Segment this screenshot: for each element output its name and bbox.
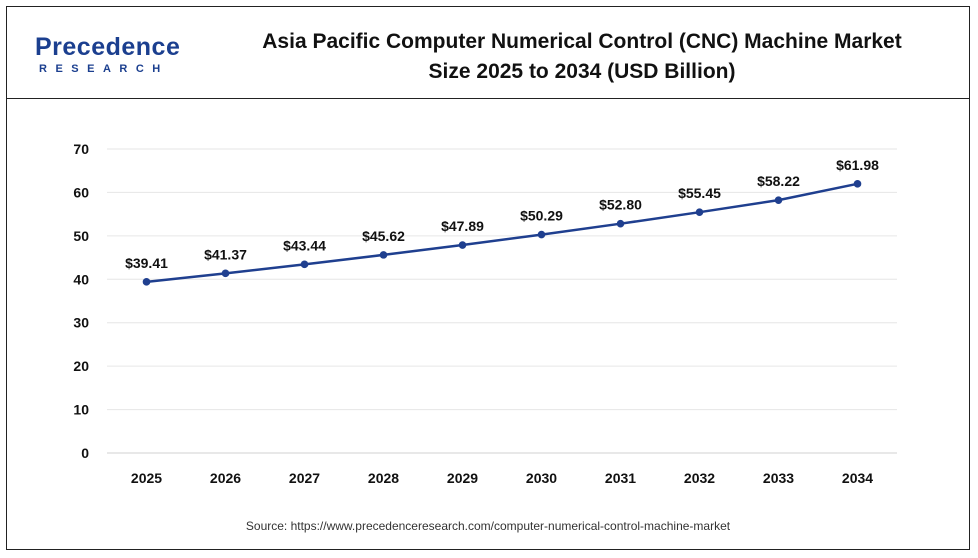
- header: Precedence RESEARCH Asia Pacific Compute…: [7, 7, 969, 99]
- y-tick-label: 10: [73, 402, 89, 418]
- data-label: $50.29: [520, 208, 563, 224]
- data-label: $45.62: [362, 228, 405, 244]
- y-tick-label: 50: [73, 228, 89, 244]
- data-point: [695, 208, 704, 216]
- y-tick-label: 30: [73, 315, 89, 331]
- data-label: $43.44: [283, 237, 326, 253]
- data-label: $55.45: [678, 185, 721, 201]
- x-axis-tick-labels: 2025 2026 2027 2028 2029 2030 2031 2032 2033 2034: [131, 470, 873, 486]
- y-tick-label: 40: [73, 271, 89, 287]
- x-tick-label: 2028: [368, 470, 399, 486]
- data-point: [537, 230, 546, 239]
- x-tick-label: 2034: [842, 470, 873, 486]
- y-tick-label: 60: [73, 184, 89, 200]
- data-labels: $39.41 $41.37 $43.44 $45.62 $47.89 $50.29 $52.…: [125, 157, 879, 271]
- data-label: $41.37: [204, 246, 247, 262]
- brand-logo: Precedence RESEARCH: [35, 33, 185, 83]
- y-tick-label: 20: [73, 358, 89, 374]
- data-point: [774, 196, 783, 204]
- x-tick-label: 2027: [289, 470, 320, 486]
- chart-title-line-1: Asia Pacific Computer Numerical Control …: [262, 30, 902, 53]
- brand-name: Precedence: [35, 33, 181, 61]
- data-point: [221, 269, 230, 278]
- y-tick-label: 0: [81, 445, 89, 461]
- x-tick-label: 2029: [447, 470, 478, 486]
- data-label: $58.22: [757, 173, 800, 189]
- data-point: [142, 278, 151, 286]
- chart-frame: Precedence RESEARCH Asia Pacific Compute…: [6, 6, 970, 550]
- chart-title-line-2: Size 2025 to 2034 (USD Billion): [428, 60, 736, 83]
- brand-sub: RESEARCH: [39, 63, 169, 75]
- data-point: [300, 260, 309, 269]
- data-label: $39.41: [125, 255, 168, 271]
- x-tick-label: 2026: [210, 470, 241, 486]
- x-tick-label: 2033: [763, 470, 794, 486]
- series-points: [142, 180, 862, 286]
- chart-title: Asia Pacific Computer Numerical Control …: [207, 27, 957, 87]
- data-point: [853, 180, 862, 188]
- data-point: [379, 251, 388, 259]
- x-tick-label: 2031: [605, 470, 636, 486]
- source-note: Source: https://www.precedenceresearch.c…: [245, 519, 731, 533]
- gridlines: [107, 148, 897, 411]
- y-axis-tick-labels: 0 10 20 30 40 50 60 70: [73, 141, 89, 461]
- x-tick-label: 2030: [526, 470, 557, 486]
- series-line: [146, 182, 858, 284]
- data-point: [616, 219, 625, 228]
- data-point: [458, 241, 467, 249]
- data-label: $52.80: [599, 197, 642, 213]
- data-label: $47.89: [441, 218, 484, 234]
- x-tick-label: 2032: [684, 470, 715, 486]
- x-tick-label: 2025: [131, 470, 162, 486]
- y-tick-label: 70: [73, 141, 89, 157]
- data-label: $61.98: [836, 157, 879, 173]
